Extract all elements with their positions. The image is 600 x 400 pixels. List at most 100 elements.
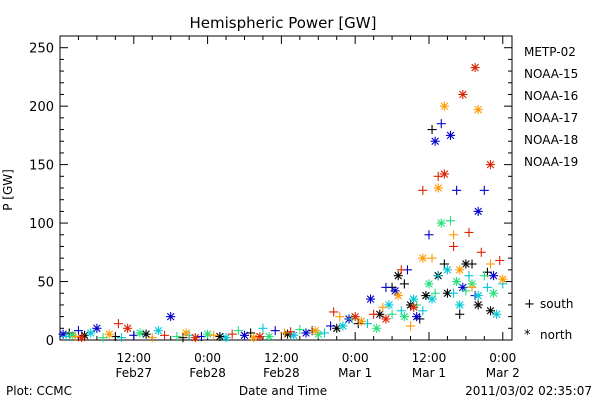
star-d2 xyxy=(59,330,67,338)
data-point-north xyxy=(255,331,265,342)
y-tick-label: 100 xyxy=(29,217,54,232)
y-axis-ticks: 0 50 100 150 200 250 xyxy=(29,42,512,349)
data-point-north xyxy=(203,329,213,339)
data-point-north xyxy=(366,294,376,304)
data-point-north xyxy=(190,333,200,343)
data-point-north xyxy=(135,328,145,338)
data-point-north xyxy=(221,333,231,343)
data-point-south xyxy=(147,333,157,343)
data-point-south xyxy=(113,319,123,329)
data-point-south xyxy=(178,333,188,343)
data-point-south xyxy=(430,288,440,298)
legend-entry: NOAA-19 xyxy=(524,155,578,169)
data-point-south xyxy=(335,312,345,322)
star-d2 xyxy=(240,331,249,340)
star-d2 xyxy=(440,102,449,110)
data-point-north xyxy=(439,169,449,179)
star-d2 xyxy=(182,329,190,337)
data-point-north xyxy=(455,300,465,310)
data-point-north xyxy=(473,291,483,301)
data-point-south xyxy=(369,309,379,319)
data-point-south xyxy=(396,265,406,275)
data-point-south xyxy=(476,247,486,257)
data-point-north xyxy=(485,306,496,316)
x-tick-date-label: Feb27 xyxy=(116,366,153,380)
star-d2 xyxy=(376,310,384,319)
star-d2 xyxy=(105,330,113,338)
data-point-north xyxy=(430,136,440,146)
data-point-south xyxy=(129,330,139,340)
data-point-north xyxy=(418,253,428,263)
x-tick-time-label: 12:00 xyxy=(264,351,299,365)
star-d2 xyxy=(372,324,381,333)
x-tick-date-label: Feb28 xyxy=(189,366,226,380)
data-point-south xyxy=(455,309,465,319)
series-noaa-19 xyxy=(76,63,505,343)
star-d2 xyxy=(351,312,359,321)
series-legend: METP-02 NOAA-15 NOAA-16 NOAA-17 NOAA-18 NOAA-… xyxy=(524,45,578,169)
data-point-south xyxy=(233,326,243,336)
data-point-south xyxy=(464,227,474,237)
data-point-south xyxy=(449,288,459,298)
data-point-south xyxy=(326,321,336,331)
star-d2 xyxy=(339,322,347,330)
chart-title: Hemispheric Power [GW] xyxy=(190,14,377,32)
data-point-north xyxy=(393,271,403,281)
data-point-north xyxy=(166,312,176,322)
star-d2 xyxy=(474,207,482,216)
plot-area-frame xyxy=(59,35,513,341)
star-d2 xyxy=(425,280,433,288)
data-point-south xyxy=(436,119,446,129)
star-d2 xyxy=(455,266,464,274)
data-point-north xyxy=(445,130,456,140)
data-point-south xyxy=(433,171,443,181)
series-noaa-16 xyxy=(61,265,508,343)
star-d2 xyxy=(412,312,421,321)
star-d2 xyxy=(357,317,366,326)
data-point-south xyxy=(495,255,505,266)
star-d2 xyxy=(437,219,446,227)
legend-entry: NOAA-17 xyxy=(524,111,578,125)
star-d2 xyxy=(409,303,418,312)
data-point-south xyxy=(381,282,391,292)
y-tick-label: 200 xyxy=(29,100,54,115)
data-point-south xyxy=(418,306,428,316)
data-point-north xyxy=(393,291,403,301)
data-point-south xyxy=(116,333,127,343)
data-point-south xyxy=(445,216,456,226)
data-point-south xyxy=(378,302,388,312)
x-tick-date-label: Mar 1 xyxy=(412,366,446,380)
data-point-north xyxy=(470,63,480,73)
star-d2 xyxy=(422,291,430,300)
data-point-south xyxy=(196,331,206,342)
star-d2 xyxy=(93,324,101,333)
data-point-north xyxy=(76,333,87,343)
data-point-south xyxy=(387,309,397,319)
data-point-south xyxy=(479,185,489,195)
data-point-north xyxy=(104,329,114,339)
star-d2 xyxy=(289,331,298,340)
star-d2 xyxy=(136,329,144,337)
star-d2 xyxy=(256,332,264,341)
data-point-north xyxy=(458,89,468,100)
data-point-north xyxy=(492,309,502,319)
star-d2 xyxy=(474,105,482,114)
data-point-north xyxy=(264,331,274,342)
star-d2 xyxy=(68,331,77,340)
data-point-north xyxy=(442,265,452,275)
data-point-north xyxy=(123,323,133,333)
data-point-south xyxy=(449,230,459,240)
star-d2 xyxy=(391,287,399,295)
marker-legend-label: north xyxy=(540,328,572,342)
star-d2 xyxy=(455,301,464,309)
data-point-north xyxy=(372,323,382,333)
data-point-north xyxy=(239,330,250,340)
star-d2 xyxy=(459,283,467,292)
star-d2 xyxy=(166,312,175,321)
data-point-north xyxy=(489,288,499,298)
star-d2 xyxy=(382,315,390,323)
series-noaa-18 xyxy=(70,101,508,343)
data-point-north xyxy=(350,312,360,322)
star-d2 xyxy=(440,170,449,178)
